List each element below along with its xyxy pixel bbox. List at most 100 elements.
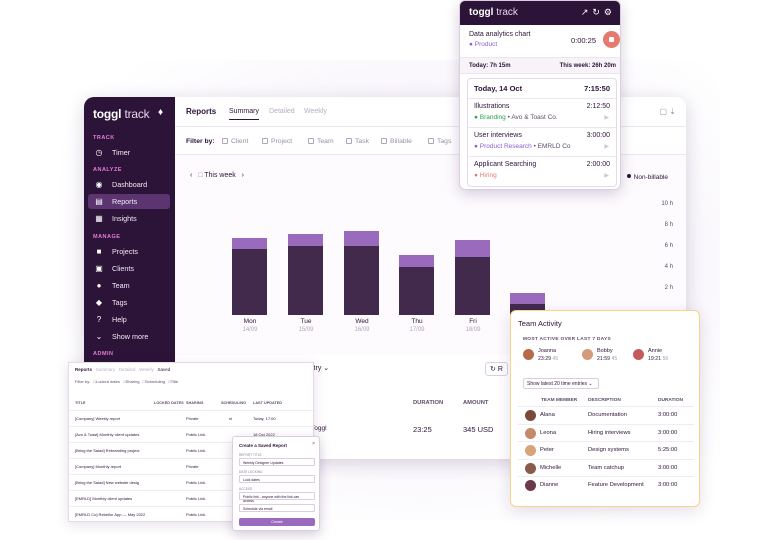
saved-report-row[interactable]: [Company] Weekly report Private nl Today, 1…: [69, 410, 313, 425]
time-entry[interactable]: User interviews ● Product Research • EMR…: [468, 127, 616, 156]
title-input[interactable]: Weekly Designer Updates: [239, 458, 315, 466]
team-row[interactable]: Michelle Team catchup 3:00:00: [518, 458, 694, 476]
tab-summary[interactable]: Summary: [95, 367, 116, 372]
x-date-label: 14/09: [242, 327, 258, 333]
sidebar-item-reports[interactable]: ▤ Reports: [88, 194, 170, 209]
saved-report-row[interactable]: [Bring the Salad] New website desig Publi…: [69, 474, 313, 489]
team-row[interactable]: Alana Documentation 3:00:00: [518, 406, 694, 423]
toggl-logo[interactable]: toggl track: [93, 107, 150, 121]
sidebar-item-label: Reports: [112, 197, 138, 206]
entry-description: User interviews: [474, 132, 522, 139]
bar-segment-nonbillable: [399, 254, 434, 267]
report-title: [Bring the Salad] Rebranding project: [75, 448, 140, 453]
play-icon[interactable]: ▶: [604, 115, 609, 121]
saved-report-row[interactable]: [EMRLD Co] Rebellor App — May 2022 Public…: [69, 506, 313, 521]
col-updated: LAST UPDATED: [253, 401, 283, 405]
chevron-down-icon: ⌄: [95, 332, 103, 341]
team-row[interactable]: Leona Hiring interviews 3:00:00: [518, 423, 694, 441]
chart-bar[interactable]: [455, 240, 490, 315]
x-tick-label: Thu: [411, 318, 423, 325]
saved-report-row[interactable]: [Company] Monthly report Private: [69, 458, 313, 473]
col-description: DESCRIPTION: [588, 398, 621, 403]
saved-report-row[interactable]: [Avo & Toast] Monthly client updates Publ…: [69, 426, 313, 441]
time-entry[interactable]: Illustrations ● Branding • Avo & Toast C…: [468, 98, 616, 127]
avatar: [525, 410, 536, 421]
bell-icon[interactable]: ♦: [158, 107, 164, 118]
chart-bar[interactable]: [510, 293, 545, 315]
report-scheduling: nl: [229, 416, 233, 421]
member-stats: 23:29 45: [538, 356, 559, 362]
sidebar-item-label: Team: [112, 281, 130, 290]
filter-team[interactable]: Team: [308, 138, 334, 145]
sidebar-item-insights[interactable]: ▦ Insights: [88, 211, 170, 226]
access-label: ACCESS: [239, 487, 253, 491]
avatar: [633, 349, 644, 360]
section-admin: ADMIN: [93, 351, 114, 357]
filter-project[interactable]: Project: [262, 138, 292, 145]
team-row[interactable]: Peter Design systems 5:25:00: [518, 441, 694, 458]
filter-billable[interactable]: Billable: [381, 138, 412, 145]
week-picker[interactable]: ‹ □ This week ›: [190, 172, 244, 179]
play-icon[interactable]: ▶: [604, 144, 609, 150]
tab-saved[interactable]: Saved: [157, 367, 171, 372]
chart-bar[interactable]: [344, 231, 379, 315]
save-icon[interactable]: ▢ ⇣: [659, 107, 676, 116]
chart-bar[interactable]: [288, 233, 323, 315]
entry-duration: 3:00:00: [658, 464, 678, 471]
lock-toggle[interactable]: Lock dates: [239, 475, 315, 483]
r-button[interactable]: ↻ R: [485, 362, 508, 376]
sidebar-item-dashboard[interactable]: ◉ Dashboard: [88, 177, 170, 192]
tab-weekly[interactable]: Weekly: [304, 108, 327, 115]
entries-select[interactable]: Show latest 20 time entries ⌄: [523, 378, 599, 389]
timer-header: toggl track ↗↻⚙: [460, 1, 620, 25]
access-select[interactable]: Public link - anyone with the link can a…: [239, 492, 315, 503]
current-entry-description[interactable]: Data analytics chart: [469, 31, 531, 38]
sidebar-item-timer[interactable]: ◷ Timer: [88, 145, 170, 160]
tab-weekly[interactable]: Weekly: [139, 367, 154, 372]
chart-bar[interactable]: [232, 238, 267, 315]
x-tick-label: Tue: [300, 318, 312, 325]
bar-segment-nonbillable: [344, 231, 379, 246]
create-button[interactable]: Create: [239, 518, 315, 526]
member-stats: 19:21 56: [648, 356, 669, 362]
entry-project: ● Branding • Avo & Toast Co.: [474, 114, 558, 121]
tab-reports[interactable]: Reports: [75, 367, 93, 372]
filter-tags[interactable]: Tags: [428, 138, 451, 145]
saved-report-row[interactable]: [Bring the Salad] Rebranding project Publ…: [69, 442, 313, 457]
x-tick-label: Mon: [243, 318, 257, 325]
team-subtitle: MOST ACTIVE OVER LAST 7 DAYS: [523, 337, 612, 342]
avatar: [582, 349, 593, 360]
day-title: Today, 14 Oct: [474, 84, 523, 93]
x-date-label: 18/09: [465, 327, 481, 333]
sidebar-item-projects[interactable]: ■ Projects: [88, 244, 170, 259]
saved-report-row[interactable]: [EMRLD] Monthly client updates Public Lin…: [69, 490, 313, 505]
clock-icon: ◷: [95, 148, 103, 157]
team-row[interactable]: Dianne Feature Development 3:00:00: [518, 476, 694, 493]
lock-label: DATE LOCKING: [239, 470, 263, 474]
filter-client[interactable]: Client: [222, 138, 248, 145]
stop-button[interactable]: [603, 31, 620, 48]
sidebar-item-tags[interactable]: ◆ Tags: [88, 295, 170, 310]
member-name: Alana: [540, 412, 555, 418]
sidebar-item-clients[interactable]: ▣ Clients: [88, 261, 170, 276]
current-entry-project[interactable]: ● Product: [469, 41, 498, 48]
table-fragment: Entry ⌄ ↻ R DURATION AMOUNT Toggl 23:25 …: [305, 358, 510, 450]
play-icon[interactable]: ▶: [604, 173, 609, 179]
schedule-toggle[interactable]: Schedule via email: [239, 504, 315, 512]
y-tick-label: 4 h: [664, 264, 673, 270]
entry-duration: 3:00:00: [658, 429, 678, 436]
tab-detailed[interactable]: Detailed: [269, 108, 295, 115]
chart-bar[interactable]: [399, 254, 434, 315]
close-icon[interactable]: ×: [312, 441, 315, 447]
sidebar-item-help[interactable]: ? Help: [88, 312, 170, 327]
col-member: TEAM MEMBER: [541, 398, 578, 403]
entry-project: ● Hiring: [474, 172, 497, 179]
tab-detailed[interactable]: Detailed: [118, 367, 136, 372]
tab-summary[interactable]: Summary: [229, 108, 259, 120]
time-entry[interactable]: Applicant Searching ● Hiring 2:00:00 ▶: [468, 156, 616, 185]
sidebar-item-team[interactable]: ● Team: [88, 278, 170, 293]
sidebar-item-show-more[interactable]: ⌄ Show more: [88, 329, 170, 344]
team-title: Team Activity: [518, 319, 562, 328]
external-link-icon[interactable]: ↗↻⚙: [580, 7, 616, 17]
filter-task[interactable]: Task: [346, 138, 369, 145]
